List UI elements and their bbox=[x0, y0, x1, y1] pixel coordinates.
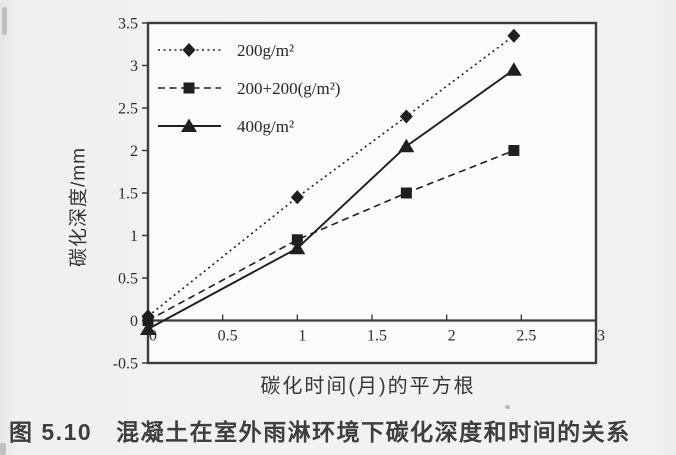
y-tick-label: 2 bbox=[130, 143, 138, 160]
x-tick-label: 0 bbox=[149, 328, 157, 345]
data-point-marker bbox=[507, 28, 521, 43]
legend-label: 400g/m² bbox=[237, 117, 294, 136]
series-1 bbox=[141, 28, 521, 324]
x-tick-label: 2 bbox=[448, 328, 456, 345]
scan-artifact bbox=[2, 7, 7, 35]
data-point-marker bbox=[505, 62, 522, 76]
y-tick-label: 0.5 bbox=[118, 271, 138, 288]
y-tick-label: 3.5 bbox=[118, 16, 138, 33]
data-point-marker bbox=[181, 118, 197, 132]
legend-item: 200g/m² bbox=[158, 41, 294, 60]
x-tick-label: 2.5 bbox=[516, 328, 536, 345]
y-tick-label: 1.5 bbox=[118, 186, 138, 203]
legend-item: 400g/m² bbox=[158, 117, 294, 136]
x-tick-label: 3 bbox=[597, 328, 605, 345]
data-point-marker bbox=[182, 43, 196, 57]
legend-item: 200+200(g/m²) bbox=[158, 79, 340, 98]
series-2 bbox=[142, 145, 520, 326]
series-line bbox=[147, 68, 515, 330]
y-tick-label: 3 bbox=[130, 58, 138, 75]
series-line bbox=[147, 35, 515, 317]
y-tick-label: -0.5 bbox=[113, 356, 138, 373]
series-3 bbox=[140, 62, 522, 335]
legend-label: 200g/m² bbox=[237, 41, 294, 60]
data-point-marker bbox=[183, 82, 195, 94]
figure-caption: 图 5.10 混凝土在室外雨淋环境下碳化深度和时间的关系 bbox=[9, 413, 631, 447]
scan-artifact bbox=[505, 405, 510, 409]
x-tick-label: 1 bbox=[298, 328, 306, 345]
data-point-marker bbox=[399, 109, 413, 124]
scan-artifact bbox=[0, 443, 6, 455]
data-point-marker bbox=[140, 321, 156, 335]
y-tick-label: 2.5 bbox=[118, 101, 138, 118]
figure-title: 混凝土在室外雨淋环境下碳化深度和时间的关系 bbox=[116, 419, 631, 445]
data-point-marker bbox=[289, 240, 306, 255]
data-point-marker bbox=[291, 234, 303, 246]
x-tick-label: 0.5 bbox=[218, 328, 238, 345]
legend-label: 200+200(g/m²) bbox=[237, 79, 340, 98]
y-tick-label: 0 bbox=[130, 313, 138, 330]
series-line bbox=[147, 149, 515, 322]
data-point-marker bbox=[398, 138, 415, 153]
carbonation-depth-chart: -0.5 0 0.5 1 1.5 2 2.5 3 3.5 0 0.5 1 1.5 2 2.5 3 200g/m²… bbox=[113, 16, 605, 373]
data-point-marker bbox=[290, 190, 304, 205]
x-tick-label: 1.5 bbox=[367, 328, 387, 345]
data-point-marker bbox=[400, 187, 412, 199]
y-tick-label: 1 bbox=[130, 228, 138, 245]
data-point-marker bbox=[508, 145, 520, 156]
plot-area bbox=[148, 23, 596, 363]
figure-number: 图 5.10 bbox=[9, 419, 93, 445]
y-axis-title: 碳化深度/mm bbox=[68, 147, 90, 267]
data-point-marker bbox=[142, 315, 154, 326]
x-axis-title: 碳化时间(月)的平方根 bbox=[260, 375, 476, 398]
